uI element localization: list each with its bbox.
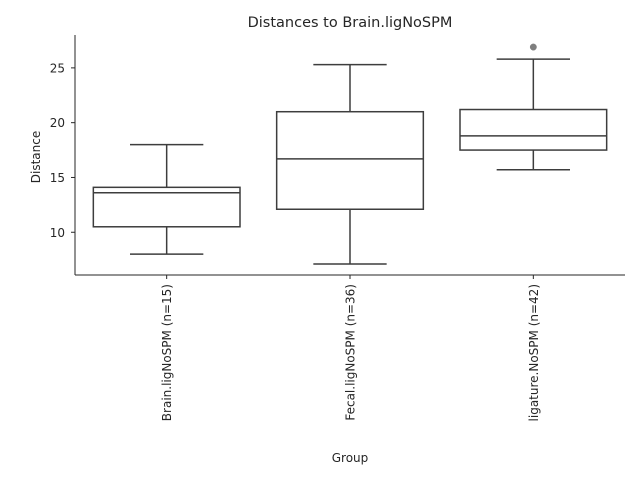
box-iqr <box>275 110 425 210</box>
y-axis-ticks: 10 15 20 25 <box>50 61 75 240</box>
outlier-point <box>529 43 537 51</box>
box-group <box>92 143 241 255</box>
boxes-layer <box>92 43 608 265</box>
box-iqr <box>459 108 608 151</box>
x-tick-label: ligature.NoSPM (n=42) <box>527 284 541 421</box>
x-axis-label: Group <box>332 451 369 465</box>
box-group <box>275 63 425 265</box>
chart-title: Distances to Brain.ligNoSPM <box>248 15 453 31</box>
box-iqr <box>92 186 241 228</box>
y-tick-label: 15 <box>50 171 65 185</box>
y-tick-label: 20 <box>50 116 65 130</box>
x-tick-label: Fecal.ligNoSPM (n=36) <box>344 284 358 421</box>
x-tick-label: Brain.ligNoSPM (n=15) <box>160 284 174 421</box>
y-tick-label: 10 <box>50 226 65 240</box>
box-group <box>459 43 608 171</box>
y-axis-label: Distance <box>29 131 43 183</box>
y-tick-label: 25 <box>50 61 65 75</box>
x-axis-ticks: Brain.ligNoSPM (n=15) Fecal.ligNoSPM (n=3… <box>160 275 541 421</box>
